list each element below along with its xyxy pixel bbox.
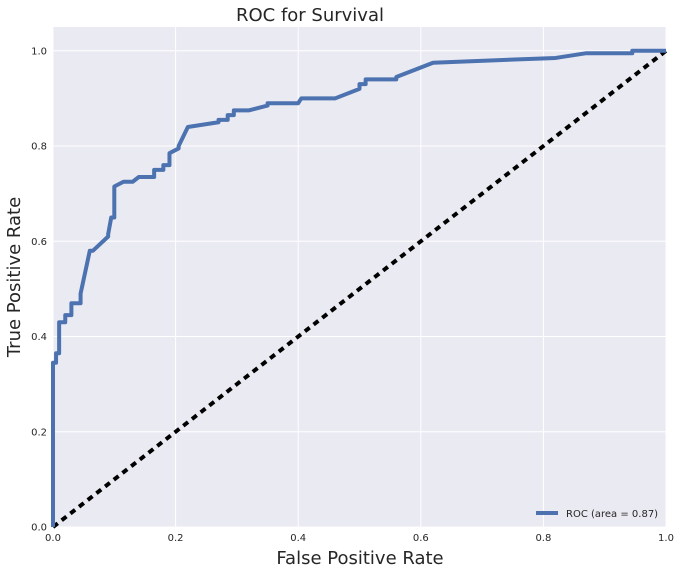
x-tick-label: 0.4 <box>290 533 306 544</box>
y-tick-label: 0.2 <box>31 427 47 438</box>
legend-label: ROC (area = 0.87) <box>566 509 658 520</box>
x-tick-label: 0.0 <box>45 533 61 544</box>
x-tick-label: 0.2 <box>168 533 184 544</box>
x-tick-label: 0.6 <box>413 533 429 544</box>
plot-background <box>53 27 666 527</box>
series-lines <box>51 48 668 529</box>
y-tick-label: 0.6 <box>31 237 47 248</box>
y-tick-label: 1.0 <box>31 46 47 57</box>
x-tick-label: 1.0 <box>658 533 674 544</box>
y-axis-label: True Positive Rate <box>4 197 25 358</box>
y-tick-label: 0.4 <box>31 332 47 343</box>
grid-lines <box>52 27 667 528</box>
y-tick-label: 0.8 <box>31 142 47 153</box>
x-axis-label: False Positive Rate <box>276 548 443 569</box>
tick-labels: 0.0 0.2 0.4 0.6 0.8 1.0 0.0 0.2 0.4 0.6 0.8 1.0 <box>31 46 674 544</box>
chart-title: ROC for Survival <box>236 5 384 26</box>
legend: ROC (area = 0.87) <box>536 509 658 520</box>
chance-diagonal-line <box>51 49 668 529</box>
x-tick-label: 0.8 <box>535 533 551 544</box>
roc-curve-line <box>51 48 666 527</box>
y-tick-label: 0.0 <box>31 523 47 534</box>
